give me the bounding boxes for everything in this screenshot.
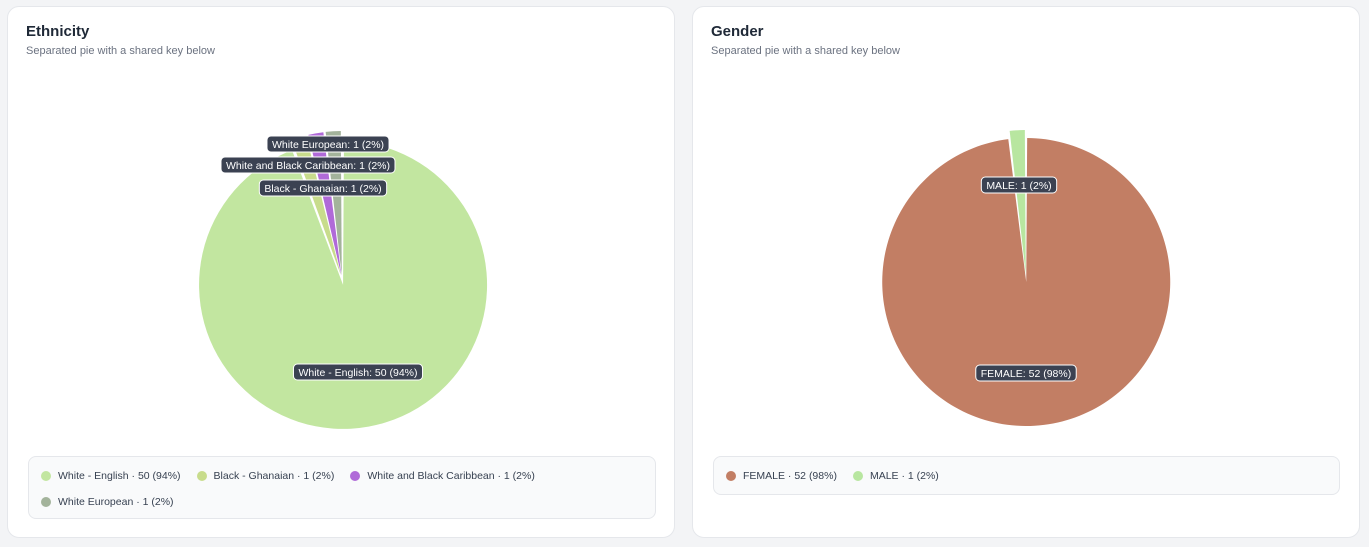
legend-swatch bbox=[41, 471, 51, 481]
legend-label: FEMALE · 52 (98%) bbox=[743, 470, 837, 482]
slice-label-female: FEMALE: 52 (98%) bbox=[975, 364, 1077, 382]
ethnicity-card: Ethnicity Separated pie with a shared ke… bbox=[7, 6, 675, 538]
legend-swatch bbox=[196, 471, 207, 481]
card-subtitle: Separated pie with a shared key below bbox=[26, 45, 215, 57]
legend-item-white-european[interactable]: White European · 1 (2%) bbox=[41, 491, 174, 513]
pie-slice-female[interactable] bbox=[882, 137, 1171, 426]
pie-slice-white-english[interactable] bbox=[199, 140, 488, 429]
svg-text:Black - Ghanaian: 1 (2%): Black - Ghanaian: 1 (2%) bbox=[264, 183, 381, 195]
svg-text:White European: 1 (2%): White European: 1 (2%) bbox=[272, 139, 384, 151]
svg-text:FEMALE: 52 (98%): FEMALE: 52 (98%) bbox=[981, 368, 1071, 380]
legend-swatch bbox=[726, 471, 736, 481]
gender-legend: FEMALE · 52 (98%) MALE · 1 (2%) bbox=[713, 456, 1340, 495]
legend-item-white-english[interactable]: White - English · 50 (94%) bbox=[41, 465, 181, 487]
gender-pie-chart: FEMALE: 52 (98%) MALE: 1 (2%) bbox=[882, 130, 1171, 426]
ethnicity-legend: White - English · 50 (94%) Black - Ghanai… bbox=[28, 456, 656, 519]
card-title: Ethnicity bbox=[26, 23, 90, 40]
legend-label: White and Black Caribbean · 1 (2%) bbox=[367, 470, 535, 482]
slice-label-black-ghanaian: Black - Ghanaian: 1 (2%) bbox=[258, 179, 388, 197]
legend-label: Black - Ghanaian · 1 (2%) bbox=[213, 470, 335, 482]
slice-label-white-european: White European: 1 (2%) bbox=[266, 135, 390, 153]
svg-text:White and Black Caribbean: 1 (: White and Black Caribbean: 1 (2%) bbox=[226, 160, 390, 172]
legend-label: MALE · 1 (2%) bbox=[869, 470, 939, 482]
svg-text:White - English: 50 (94%): White - English: 50 (94%) bbox=[298, 367, 417, 379]
legend-item-female[interactable]: FEMALE · 52 (98%) bbox=[726, 465, 837, 487]
pie-slice-male[interactable] bbox=[1009, 130, 1026, 275]
legend-label: White - English · 50 (94%) bbox=[58, 470, 181, 482]
legend-item-male[interactable]: MALE · 1 (2%) bbox=[852, 465, 939, 487]
card-subtitle: Separated pie with a shared key below bbox=[711, 45, 900, 57]
slice-label-male: MALE: 1 (2%) bbox=[980, 176, 1058, 194]
slice-label-white-english: White - English: 50 (94%) bbox=[292, 363, 424, 381]
legend-swatch bbox=[852, 471, 863, 481]
ethnicity-pie-chart: White - English: 50 (94%) Black - Ghanaia… bbox=[199, 131, 488, 429]
slice-label-white-and-black-caribbean: White and Black Caribbean: 1 (2%) bbox=[220, 156, 396, 174]
legend-item-white-and-black-caribbean[interactable]: White and Black Caribbean · 1 (2%) bbox=[350, 465, 535, 487]
gender-card: Gender Separated pie with a shared key b… bbox=[692, 6, 1360, 538]
legend-swatch bbox=[350, 471, 361, 481]
card-title: Gender bbox=[711, 23, 764, 40]
legend-swatch bbox=[41, 496, 51, 507]
legend-label: White European · 1 (2%) bbox=[58, 495, 174, 508]
legend-item-black-ghanaian[interactable]: Black - Ghanaian · 1 (2%) bbox=[196, 465, 335, 487]
svg-text:MALE: 1 (2%): MALE: 1 (2%) bbox=[986, 180, 1051, 192]
